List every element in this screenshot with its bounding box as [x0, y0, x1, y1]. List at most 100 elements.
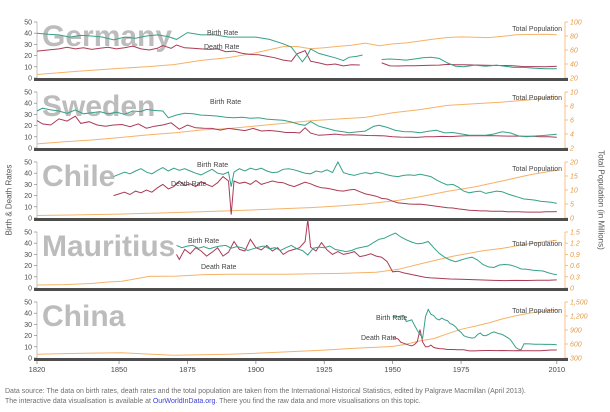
birth-rate-line — [176, 232, 557, 276]
right-tick-label: 10 — [570, 188, 578, 195]
birth-rate-line — [36, 32, 557, 70]
death-rate-line — [36, 44, 557, 68]
birth-rate-label: Birth Rate — [188, 238, 219, 245]
left-tick-label: 40 — [24, 241, 32, 248]
right-tick-label: 60 — [570, 48, 578, 55]
population-rate-label: Total Population — [512, 308, 562, 315]
death-rate-label: Death Rate — [361, 335, 397, 342]
right-tick-label: 600 — [570, 342, 582, 349]
left-axis-label: Birth & Death Rates — [4, 164, 14, 236]
left-tick-label: 50 — [24, 300, 32, 307]
left-tick-label: 0 — [28, 146, 32, 153]
right-tick-label: 0.9 — [570, 252, 580, 259]
x-tick-label: 1950 — [384, 365, 401, 374]
left-tick-label: 30 — [24, 182, 32, 189]
country-title: Chile — [42, 160, 115, 193]
right-tick-label: 1,500 — [570, 300, 588, 307]
death-rate-line — [113, 175, 557, 215]
left-tick-label: 10 — [24, 134, 32, 141]
caption-line1: Data source: The data on birth rates, de… — [5, 388, 526, 395]
right-tick-label: 40 — [570, 62, 578, 69]
right-axis-label: Total Population (in Millions) — [596, 150, 606, 250]
left-tick-label: 50 — [24, 230, 32, 237]
birth-rate-line — [113, 160, 557, 204]
right-tick-label: 1,200 — [570, 314, 588, 321]
right-tick-label: 20 — [569, 160, 578, 167]
left-tick-label: 0 — [28, 356, 32, 363]
left-tick-label: 50 — [24, 20, 32, 27]
x-tick-label: 2010 — [548, 365, 565, 374]
right-tick-label: 1.5 — [570, 230, 580, 237]
right-tick-label: 6 — [570, 118, 574, 125]
caption-line2-post: . There you find the raw data and more v… — [215, 398, 421, 405]
population-rate-label: Total Population — [512, 95, 562, 102]
caption-line2-pre: The interactive data visualisation is av… — [5, 398, 153, 405]
right-tick-label: 15 — [570, 174, 578, 181]
country-title: Sweden — [42, 90, 155, 123]
right-tick-label: 0.3 — [570, 274, 580, 281]
right-tick-label: 900 — [570, 328, 582, 335]
caption-link[interactable]: OurWorldInData.org — [152, 398, 216, 405]
birth-rate-label: Birth Rate — [197, 162, 228, 169]
death-rate-label: Death Rate — [201, 264, 237, 271]
left-tick-label: 0 — [28, 286, 32, 293]
left-tick-label: 10 — [24, 64, 32, 71]
x-tick-label: 1820 — [29, 365, 46, 374]
left-tick-label: 40 — [24, 311, 32, 318]
x-tick-label: 1900 — [248, 365, 265, 374]
right-tick-label: 4 — [570, 132, 574, 139]
right-tick-label: 0 — [570, 216, 574, 223]
death-rate-line — [36, 115, 557, 138]
left-tick-label: 0 — [28, 216, 32, 223]
right-tick-label: 5 — [570, 202, 574, 209]
right-tick-label: 20 — [569, 76, 578, 83]
left-tick-label: 50 — [24, 90, 32, 97]
birth-rate-line — [36, 107, 557, 138]
panel-mauritius: Mauritius 0 10 20 30 40 50 1.5 1.2 0.9 0.6 0.3 0 Birt… — [24, 219, 580, 293]
left-tick-label: 20 — [24, 53, 32, 60]
death-rate-line — [176, 219, 557, 282]
birth-rate-line — [392, 308, 557, 351]
left-tick-label: 0 — [28, 76, 32, 83]
left-tick-label: 30 — [24, 112, 32, 119]
total-population-line — [36, 169, 557, 216]
x-tick-label: 1975 — [453, 365, 470, 374]
total-population-line — [36, 95, 557, 145]
death-rate-label: Death Rate — [171, 181, 207, 188]
left-tick-label: 10 — [24, 204, 32, 211]
right-tick-label: 2 — [569, 146, 574, 153]
total-population-line — [36, 239, 557, 286]
x-tick-label: 1925 — [316, 365, 333, 374]
left-tick-label: 30 — [24, 322, 32, 329]
right-tick-label: 8 — [570, 104, 574, 111]
left-tick-label: 30 — [24, 42, 32, 49]
right-tick-label: 0 — [570, 286, 574, 293]
right-tick-label: 1.2 — [570, 241, 580, 248]
left-tick-label: 30 — [24, 252, 32, 259]
population-rate-label: Total Population — [512, 26, 562, 33]
population-rate-label: Total Population — [512, 241, 562, 248]
country-title: Mauritius — [42, 230, 175, 263]
x-tick-label: 1875 — [179, 365, 196, 374]
left-tick-label: 40 — [24, 171, 32, 178]
caption-line2: The interactive data visualisation is av… — [5, 397, 605, 407]
total-population-line — [36, 309, 557, 356]
right-tick-label: 100 — [570, 20, 582, 27]
birth-rate-label: Birth Rate — [376, 315, 407, 322]
left-tick-label: 50 — [24, 160, 32, 167]
death-rate-line — [392, 329, 557, 352]
caption: Data source: The data on birth rates, de… — [5, 387, 605, 407]
left-tick-label: 20 — [24, 263, 32, 270]
total-population-line — [36, 33, 557, 75]
right-tick-label: 300 — [570, 356, 582, 363]
panel-china: China 0 10 20 30 40 50 1,500 1,200 900 600 300 Birth… — [24, 300, 587, 375]
population-rate-label: Total Population — [512, 166, 562, 173]
panel-sweden: Sweden 0 10 20 30 40 50 10 8 6 4 2 Birth Rate Total P… — [24, 90, 578, 153]
x-tick-label: 1850 — [111, 365, 128, 374]
left-tick-label: 40 — [24, 101, 32, 108]
birth-rate-label: Birth Rate — [207, 30, 238, 37]
